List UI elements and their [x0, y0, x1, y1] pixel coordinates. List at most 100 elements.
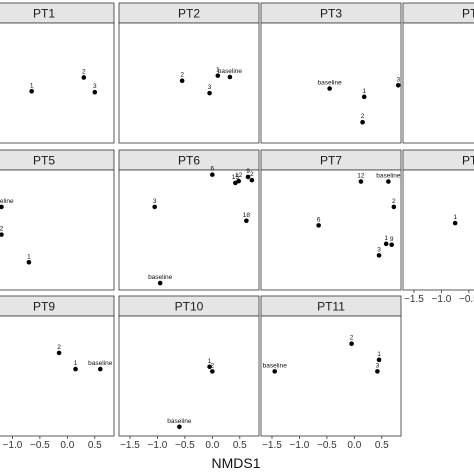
point-pt6-baseline: [157, 280, 163, 286]
x-tick-label: −1.5: [120, 440, 140, 451]
panel-pt4: PT46: [402, 2, 474, 144]
panel-plot-area-pt4: [402, 22, 474, 144]
x-tick-label: −1.5: [404, 294, 424, 305]
point-pt1-3: [92, 89, 98, 95]
point-label-pt10-baseline: baseline: [167, 418, 192, 425]
point-pt9-baseline: [97, 366, 103, 372]
panel-pt11: PT11 2 1 3 baseline: [260, 295, 402, 437]
panel-plot-area-pt11: [260, 315, 402, 437]
x-tick-label: 0.0: [347, 440, 361, 451]
panel-plot-area-pt5: [0, 169, 115, 291]
point-label-pt9-baseline: baseline: [88, 360, 113, 367]
panel-pt1: PT1baseline123: [0, 2, 115, 144]
x-tick-label: −1.0: [290, 440, 310, 451]
panel-title-pt11: PT11: [317, 300, 345, 314]
point-label-pt1-3: 3: [93, 83, 97, 90]
x-axes-layer: −1.5−1.0−0.50.00.5−1.5−1.0−0.50.00.5−1.5…: [3, 290, 474, 451]
point-label-pt6-9: 9: [246, 168, 250, 175]
panel-plot-area-pt9: [0, 315, 115, 437]
point-label-pt6-18: 18: [243, 212, 251, 219]
point-pt6-18: [244, 218, 249, 224]
point-pt11-baseline: [272, 369, 278, 374]
point-label-pt7-1: 1: [384, 235, 388, 242]
x-tick-label: −0.5: [317, 440, 337, 451]
panel-title-pt8: PT8: [462, 154, 474, 168]
point-label-pt11-baseline: baseline: [263, 362, 288, 369]
point-label-pt11-3: 3: [376, 362, 380, 369]
point-label-pt7-2: 2: [392, 198, 396, 205]
point-label-pt7-12: 12: [357, 173, 365, 180]
point-pt7-6: [316, 223, 321, 228]
panel-title-pt3: PT3: [320, 7, 342, 21]
point-pt1-2: [81, 75, 87, 80]
panel-pt3: PT3 baseline 1 3 2: [260, 2, 402, 144]
x-tick-label: −0.5: [30, 440, 50, 451]
panel-title-pt6: PT6: [178, 154, 200, 168]
point-pt2-2: [179, 78, 185, 83]
panel-pt9: PT9 2 1 baseline: [0, 295, 115, 437]
point-pt7-9: [389, 242, 394, 248]
point-label-pt2-2: 2: [180, 72, 184, 79]
point-label-pt11-1: 1: [377, 351, 381, 358]
x-tick-label: 0.0: [60, 440, 74, 451]
point-pt3-1: [361, 94, 367, 100]
panel-plot-area-pt1: [0, 22, 115, 144]
point-pt2-baseline: [227, 74, 233, 80]
panel-pt10: PT10 12 baseline: [118, 295, 260, 437]
point-label-pt6-12: 12: [235, 172, 243, 179]
panel-title-pt9: PT9: [33, 300, 55, 314]
point-label-pt3-2: 2: [361, 113, 365, 120]
point-pt6-9: [245, 174, 251, 180]
point-pt5-baseline: [0, 204, 4, 210]
panel-pt8: PT812: [402, 149, 474, 291]
panel-title-pt1: PT1: [33, 7, 55, 21]
panel-title-pt10: PT10: [175, 300, 204, 314]
point-label-pt2-baseline: baseline: [218, 68, 243, 75]
x-tick-label: 0.5: [233, 440, 247, 451]
panel-plot-area-pt8: [402, 169, 474, 291]
panel-title-pt7: PT7: [320, 154, 342, 168]
panel-strip-pt9: [0, 295, 115, 317]
x-tick-label: −0.5: [459, 294, 474, 305]
point-pt7-12: [358, 179, 364, 184]
point-pt10-1: [207, 364, 212, 370]
panel-plot-area-pt3: [260, 22, 402, 144]
x-axis-pt10: −1.5 −1.0 −0.5 0.0 0.5: [120, 436, 247, 451]
point-pt6-3: [152, 204, 157, 210]
point-pt11-2: [349, 341, 354, 346]
point-pt7-2: [391, 204, 397, 210]
point-pt10-2: [210, 369, 215, 374]
point-label-pt7-6: 6: [317, 216, 321, 223]
panel-pt7: PT7 12 baseline 2 6 1 9 3: [260, 149, 402, 291]
x-axis-title: NMDS1: [211, 455, 260, 471]
point-pt9-1: [73, 366, 78, 372]
panel-strip-pt1: [0, 2, 115, 24]
x-tick-label: −1.0: [3, 440, 23, 451]
point-label-pt9-2: 2: [57, 344, 61, 351]
x-tick-label: −1.0: [432, 294, 452, 305]
point-label-pt5-baseline: baseline: [0, 198, 14, 205]
point-label-pt10-2: 2: [211, 362, 215, 369]
panel-plot-area-pt6: [118, 169, 260, 291]
panel-plot-area-pt10: [118, 315, 260, 437]
point-label-pt2-1: 1: [216, 67, 220, 74]
panel-title-pt2: PT2: [178, 7, 200, 21]
point-label-pt8-1: 1: [453, 214, 457, 221]
point-label-pt1-1: 1: [30, 82, 34, 89]
point-label-pt3-baseline: baseline: [318, 80, 343, 87]
x-tick-label: −1.0: [148, 440, 168, 451]
x-axis-pt11: −1.5 −1.0 −0.5 0.0 0.5: [262, 436, 389, 451]
x-axis-pt9: −1.5−1.0−0.50.00.5: [3, 436, 102, 451]
point-label-pt3-3: 3: [396, 76, 400, 83]
point-label-pt5-2: 2: [0, 226, 4, 233]
x-axis-pt8: −1.5−1.0−0.50.00.5: [404, 290, 474, 305]
point-pt6-6: [210, 172, 215, 177]
point-label-pt11-2: 2: [350, 335, 354, 342]
point-label-pt6-3: 3: [153, 198, 157, 205]
panel-plot-area-pt7: [260, 169, 402, 291]
point-pt7-3: [376, 253, 382, 258]
point-pt7-1: [383, 241, 389, 247]
